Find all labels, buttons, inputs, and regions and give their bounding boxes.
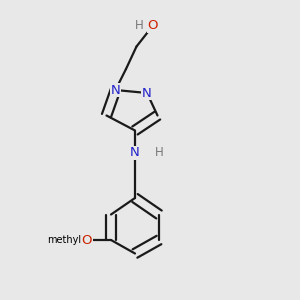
Text: N: N bbox=[130, 146, 140, 160]
Text: O: O bbox=[148, 19, 158, 32]
Text: H: H bbox=[154, 146, 164, 160]
Text: N: N bbox=[111, 83, 120, 97]
Text: methyl: methyl bbox=[47, 235, 82, 245]
Text: H: H bbox=[135, 19, 144, 32]
Text: N: N bbox=[142, 86, 152, 100]
Text: O: O bbox=[82, 233, 92, 247]
